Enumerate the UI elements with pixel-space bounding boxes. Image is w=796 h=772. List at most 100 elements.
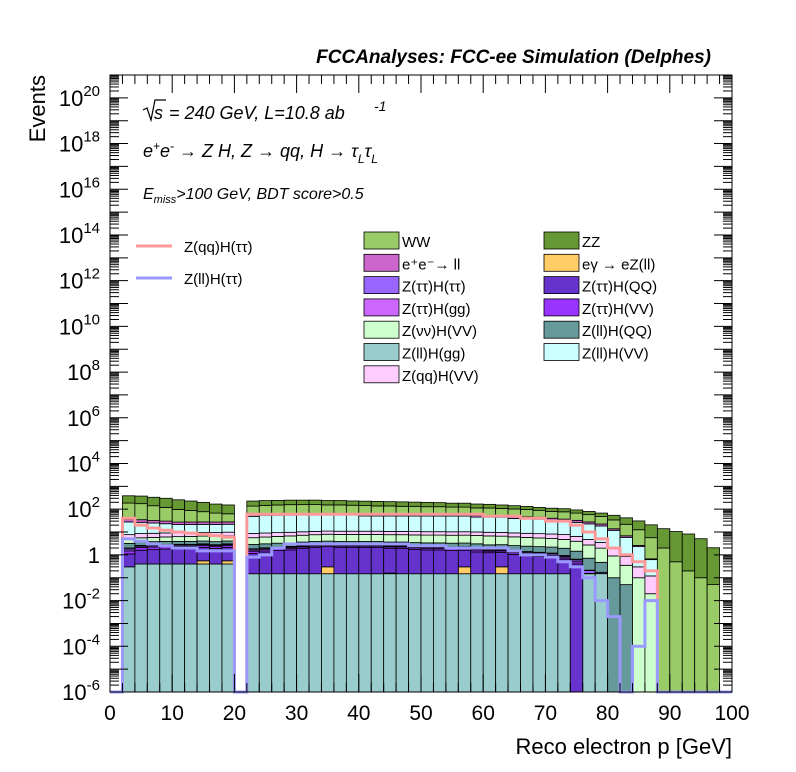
bar-z-h-qq bbox=[134, 549, 148, 565]
bar-z-qq-h-vv bbox=[345, 530, 360, 535]
bar-z-ll-h-gg bbox=[495, 573, 509, 693]
bar-zz bbox=[171, 499, 186, 510]
bar-z-h-qq bbox=[569, 563, 584, 693]
legend-label-z-qq-h-vv: Z(qq)H(VV) bbox=[402, 368, 479, 385]
bar-z-h-qq bbox=[520, 554, 534, 575]
bar-z-h-qq bbox=[159, 548, 173, 565]
legend-label-e-ez-ll: eγ → eZ(ll) bbox=[582, 256, 655, 273]
bar-z-qq-h-vv bbox=[134, 533, 148, 539]
bar-zz bbox=[569, 509, 584, 514]
bar-ww bbox=[345, 504, 360, 515]
bar-z-ll-h-vv bbox=[370, 515, 385, 532]
bar-ww bbox=[159, 506, 173, 522]
bar-z-h-vv bbox=[495, 535, 509, 546]
bar-zz bbox=[370, 501, 385, 507]
bar-ww bbox=[321, 504, 335, 515]
bar-z-ll-h-vv bbox=[333, 514, 347, 532]
bar-z-ll-h-gg bbox=[557, 573, 571, 693]
y-tick-label: 102 bbox=[67, 494, 100, 522]
bar-z-ll-h-gg bbox=[532, 573, 546, 693]
y-tick-label: 1010 bbox=[59, 311, 100, 339]
y-tick-label: 104 bbox=[67, 448, 100, 476]
x-axis-label: Reco electron p [GeV] bbox=[516, 734, 732, 759]
legend-label-ww: WW bbox=[402, 234, 431, 251]
bar-z-ll-h-vv bbox=[196, 523, 210, 533]
legend-label-zz: ZZ bbox=[582, 234, 600, 251]
legend-label-z-ll-h-gg: Z(ll)H(gg) bbox=[402, 346, 465, 363]
legend-swatch-z-ll-h-vv bbox=[543, 343, 580, 361]
bar-ww bbox=[308, 504, 322, 515]
bar-z-qq-h-vv bbox=[258, 532, 273, 538]
bar-zz bbox=[420, 501, 434, 508]
bar-zz bbox=[333, 500, 347, 506]
bar-z-ll-h-gg bbox=[333, 573, 347, 693]
bar-ww bbox=[221, 513, 235, 523]
y-tick-label: 1014 bbox=[59, 220, 100, 248]
signal-line-z-ll-h bbox=[110, 537, 732, 694]
y-tick-label: 1020 bbox=[59, 83, 100, 111]
bar-z-h-vv bbox=[507, 536, 521, 546]
bar-zz bbox=[146, 496, 161, 507]
bar-zz bbox=[358, 500, 372, 506]
signal-line-z-qq-h bbox=[110, 512, 732, 694]
x-tick-label: 80 bbox=[596, 702, 619, 725]
legend-label-z-h: Z(ττ)H(ττ) bbox=[402, 279, 466, 296]
bar-zz bbox=[582, 511, 596, 516]
bar-z-h-qq bbox=[271, 550, 285, 575]
bar-ww bbox=[557, 511, 571, 520]
bar-zz bbox=[482, 503, 497, 509]
bar-z-ll-h-qq bbox=[159, 540, 173, 546]
process-label: e+e- → Z H, Z → qq, H → τLτL bbox=[143, 139, 378, 166]
bar-ww bbox=[694, 577, 708, 693]
y-tick-label: 108 bbox=[67, 357, 100, 385]
bar-e-ez-ll bbox=[221, 560, 235, 565]
bar-z-qq-h-vv bbox=[507, 532, 521, 538]
bar-z-ll-h-gg bbox=[520, 573, 534, 693]
legend-swatch-e-ez-ll bbox=[543, 253, 580, 272]
bar-z-h-qq bbox=[122, 553, 136, 568]
legend: WW e⁺e⁻→ ll Z(ττ)H(ττ) Z(ττ)H(gg) Z(νν)H(VV)… bbox=[136, 231, 657, 385]
bar-z-ll-h-gg bbox=[196, 563, 210, 693]
legend-label-e-e-ll: e⁺e⁻→ ll bbox=[402, 256, 460, 273]
bar-zz bbox=[408, 501, 422, 507]
bar-z-ll-h-qq bbox=[545, 546, 559, 554]
bar-z-h-vv bbox=[134, 547, 148, 551]
bar-z-ll-h-gg bbox=[383, 573, 397, 693]
bar-z-ll-h-vv bbox=[433, 515, 447, 533]
bar-z-qq-h-vv bbox=[395, 531, 409, 536]
bar-z-ll-h-gg bbox=[433, 573, 447, 693]
y-tick-label: 1 bbox=[88, 543, 100, 568]
bar-z-ll-h-gg bbox=[246, 573, 260, 693]
bar-z-ll-h-qq bbox=[196, 540, 210, 545]
bar-z-ll-h-gg bbox=[358, 573, 372, 693]
bar-z-ll-h-gg bbox=[395, 573, 409, 693]
bar-zz bbox=[520, 506, 534, 510]
bar-z-ll-h-vv bbox=[271, 514, 285, 533]
bar-z-ll-h-qq bbox=[607, 577, 621, 693]
bar-z-qq-h-vv bbox=[370, 530, 385, 535]
legend-label-z-h-vv: Z(νν)H(VV) bbox=[402, 323, 477, 340]
bar-z-qq-h-vv bbox=[594, 542, 608, 549]
bar-zz bbox=[209, 503, 223, 514]
bar-z-ll-h-qq bbox=[258, 543, 273, 549]
bar-z-h-qq bbox=[308, 546, 322, 575]
y-tick-label: 10-6 bbox=[62, 677, 100, 705]
bar-zz bbox=[184, 500, 198, 511]
sqrt-symbol bbox=[142, 99, 166, 123]
bar-z-h-vv bbox=[557, 539, 571, 549]
y-tick-label: 10-2 bbox=[62, 586, 100, 614]
bar-ww bbox=[632, 529, 646, 546]
legend-swatch-z-h bbox=[363, 276, 400, 295]
bar-z-h-qq bbox=[370, 546, 385, 575]
bar-zz bbox=[296, 499, 310, 506]
bar-z-h-vv bbox=[607, 555, 621, 579]
bar-z-ll-h-vv bbox=[395, 515, 409, 532]
bar-z-qq-h-vv bbox=[482, 531, 497, 537]
bar-z-ll-h-vv bbox=[383, 515, 397, 532]
bar-z-h-vv bbox=[445, 534, 459, 544]
series-z-h-vv bbox=[122, 533, 658, 693]
bar-z-ll-h-vv bbox=[632, 546, 646, 568]
bar-zz bbox=[159, 497, 173, 508]
legend-label-z-ll-h: Z(ll)H(ττ) bbox=[184, 271, 243, 288]
bar-z-qq-h-vv bbox=[644, 575, 658, 595]
